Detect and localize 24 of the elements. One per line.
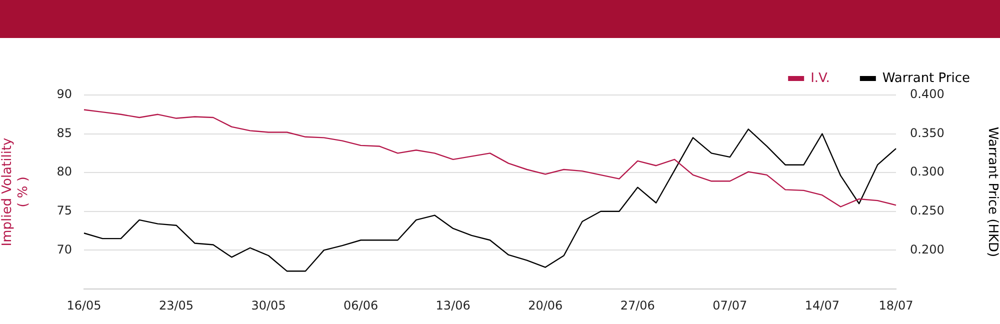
y2-tick-label: 0.350 — [910, 126, 944, 140]
x-tick-label: 13/06 — [436, 298, 470, 312]
x-tick-label: 20/06 — [528, 298, 563, 312]
y-tick-label: 75 — [56, 204, 72, 218]
x-tick-label: 07/07 — [712, 298, 748, 312]
legend-label: Warrant Price — [882, 70, 970, 86]
x-tick-label: 14/07 — [804, 298, 840, 312]
y2-axis-title: Warrant Price (HKD) — [984, 126, 1000, 258]
y2-tick-label: 0.300 — [910, 164, 944, 179]
y2-tick-label: 0.400 — [910, 87, 944, 102]
y-axis-title: Implied Volatility ( % ) — [0, 137, 31, 246]
y2-tick-label: 0.200 — [910, 242, 944, 256]
x-tick-label: 27/06 — [620, 298, 655, 312]
legend-label: I.V. — [810, 70, 830, 86]
x-tick-label: 30/05 — [251, 298, 286, 312]
x-tick-label: 23/05 — [158, 298, 194, 312]
y-tick-label: 90 — [56, 87, 72, 102]
y2-tick-label: 0.250 — [910, 204, 944, 218]
y-tick-label: 80 — [56, 164, 72, 179]
y-tick-label: 85 — [56, 126, 72, 140]
x-tick-label: 06/06 — [344, 298, 378, 312]
x-tick-label: 18/07 — [878, 298, 914, 312]
x-tick-label: 16/05 — [66, 298, 102, 312]
y-tick-label: 70 — [56, 242, 72, 256]
